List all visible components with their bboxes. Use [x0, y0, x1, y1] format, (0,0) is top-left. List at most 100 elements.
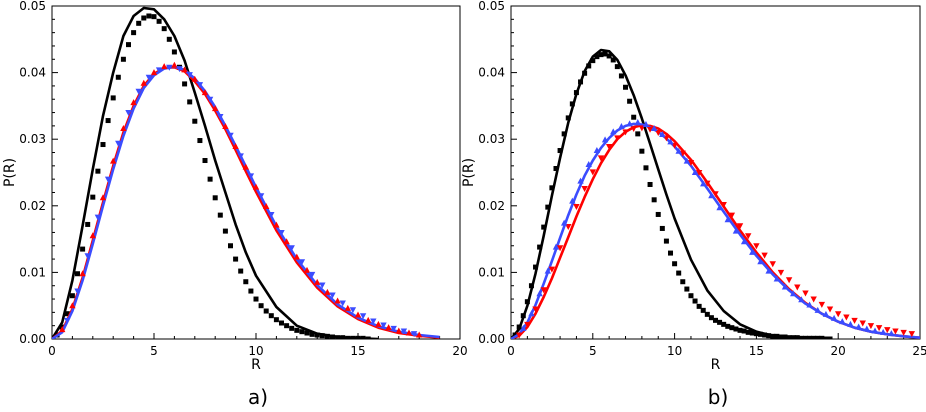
- data-point: [324, 333, 330, 339]
- data-point: [811, 335, 817, 339]
- x-tick-label: 15: [350, 344, 365, 358]
- data-point: [663, 238, 669, 244]
- data-point: [631, 114, 637, 120]
- data-point: [512, 332, 518, 338]
- y-axis-label: P(R): [461, 158, 477, 187]
- data-point: [135, 88, 142, 95]
- data-point: [69, 302, 76, 309]
- data-point: [806, 301, 813, 308]
- data-point: [390, 325, 397, 332]
- data-point: [593, 147, 601, 154]
- data-point: [667, 138, 674, 145]
- data-point: [623, 84, 629, 90]
- data-point: [192, 118, 198, 124]
- data-point: [334, 297, 341, 304]
- data-point: [520, 313, 526, 319]
- data-point: [879, 328, 887, 335]
- data-point: [573, 203, 580, 210]
- data-point: [64, 311, 70, 317]
- data-point: [273, 221, 280, 228]
- data-point: [659, 225, 665, 231]
- y-tick-label: 0.04: [19, 66, 46, 80]
- data-point: [765, 267, 772, 274]
- series-line-0: [52, 6, 379, 339]
- data-point: [810, 296, 817, 303]
- data-point: [75, 271, 80, 277]
- data-point: [515, 332, 523, 339]
- data-point: [704, 311, 710, 317]
- data-point: [380, 322, 387, 329]
- data-point: [115, 74, 121, 80]
- data-point: [553, 166, 559, 172]
- data-point: [298, 259, 306, 266]
- data-point: [206, 96, 214, 103]
- data-point: [802, 335, 808, 339]
- data-point: [807, 335, 813, 339]
- data-point: [263, 308, 269, 314]
- data-point: [871, 327, 879, 334]
- data-point: [578, 79, 584, 85]
- data-point: [736, 223, 744, 230]
- x-tick-label: 25: [912, 344, 926, 358]
- data-point: [263, 202, 270, 209]
- data-point: [618, 73, 624, 79]
- y-tick-label: 0.05: [478, 0, 505, 13]
- data-point: [819, 335, 825, 339]
- data-point: [283, 238, 290, 245]
- data-point: [145, 74, 153, 81]
- data-point: [150, 69, 158, 76]
- data-point: [171, 61, 178, 68]
- data-point: [294, 327, 300, 333]
- x-axis-label: R: [251, 357, 261, 373]
- data-point: [565, 115, 571, 121]
- data-point: [626, 120, 633, 127]
- data-point: [370, 318, 377, 325]
- data-point: [375, 320, 382, 327]
- data-point: [826, 306, 834, 313]
- data-point: [308, 271, 316, 278]
- data-point: [273, 317, 279, 323]
- data-point: [549, 185, 555, 191]
- data-point: [354, 311, 362, 318]
- data-point: [773, 275, 781, 282]
- data-point: [541, 224, 547, 230]
- x-tick-label: 20: [452, 344, 467, 358]
- data-point: [360, 335, 366, 339]
- data-point: [130, 99, 137, 106]
- data-point: [770, 333, 776, 339]
- data-point: [319, 282, 326, 289]
- data-point: [729, 325, 735, 331]
- panel-label-a: a): [248, 385, 268, 409]
- data-point: [100, 142, 106, 148]
- data-point: [253, 296, 259, 302]
- data-point: [181, 66, 188, 73]
- plot-frame: [510, 5, 921, 340]
- data-point: [201, 89, 209, 96]
- y-tick-label: 0.03: [19, 132, 46, 146]
- data-point: [99, 194, 107, 201]
- data-point: [288, 245, 295, 252]
- data-point: [197, 138, 203, 144]
- data-point: [279, 320, 284, 326]
- data-point: [867, 323, 875, 330]
- data-point: [136, 20, 142, 26]
- data-point: [247, 173, 255, 180]
- data-point: [606, 53, 612, 59]
- data-marks: [511, 48, 920, 339]
- data-point: [524, 321, 531, 328]
- data-marks: [52, 6, 440, 339]
- data-point: [314, 278, 321, 285]
- data-point: [537, 244, 543, 250]
- data-point: [741, 328, 747, 334]
- series-line-3: [52, 65, 440, 339]
- data-point: [146, 13, 152, 19]
- data-point: [95, 168, 101, 174]
- data-point: [724, 216, 731, 223]
- data-point: [814, 306, 821, 313]
- data-point: [585, 161, 592, 168]
- data-point: [161, 26, 167, 32]
- data-point: [212, 195, 218, 201]
- chart-panel-b: 0 5 10 15 20 25 0.00 0.01 0.02 0.03 0.04 0.05 R P(R): [461, 0, 926, 373]
- data-point: [643, 165, 649, 171]
- data-point: [228, 243, 233, 249]
